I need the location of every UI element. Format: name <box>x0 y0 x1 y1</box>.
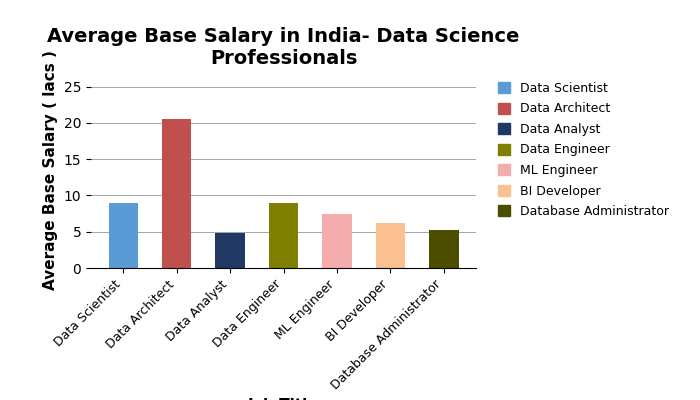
Bar <box>322 214 351 268</box>
X-axis label: Job Title: Job Title <box>248 398 318 400</box>
Title: Average Base Salary in India- Data Science
Professionals: Average Base Salary in India- Data Scien… <box>48 27 519 68</box>
Legend: Data Scientist, Data Architect, Data Analyst, Data Engineer, ML Engineer, BI Dev: Data Scientist, Data Architect, Data Ana… <box>494 78 673 222</box>
Bar <box>108 203 138 268</box>
Bar <box>376 223 405 268</box>
Bar <box>162 119 191 268</box>
Y-axis label: Average Base Salary ( lacs ): Average Base Salary ( lacs ) <box>43 50 58 290</box>
Bar <box>269 203 298 268</box>
Bar <box>216 233 245 268</box>
Bar <box>429 230 458 268</box>
